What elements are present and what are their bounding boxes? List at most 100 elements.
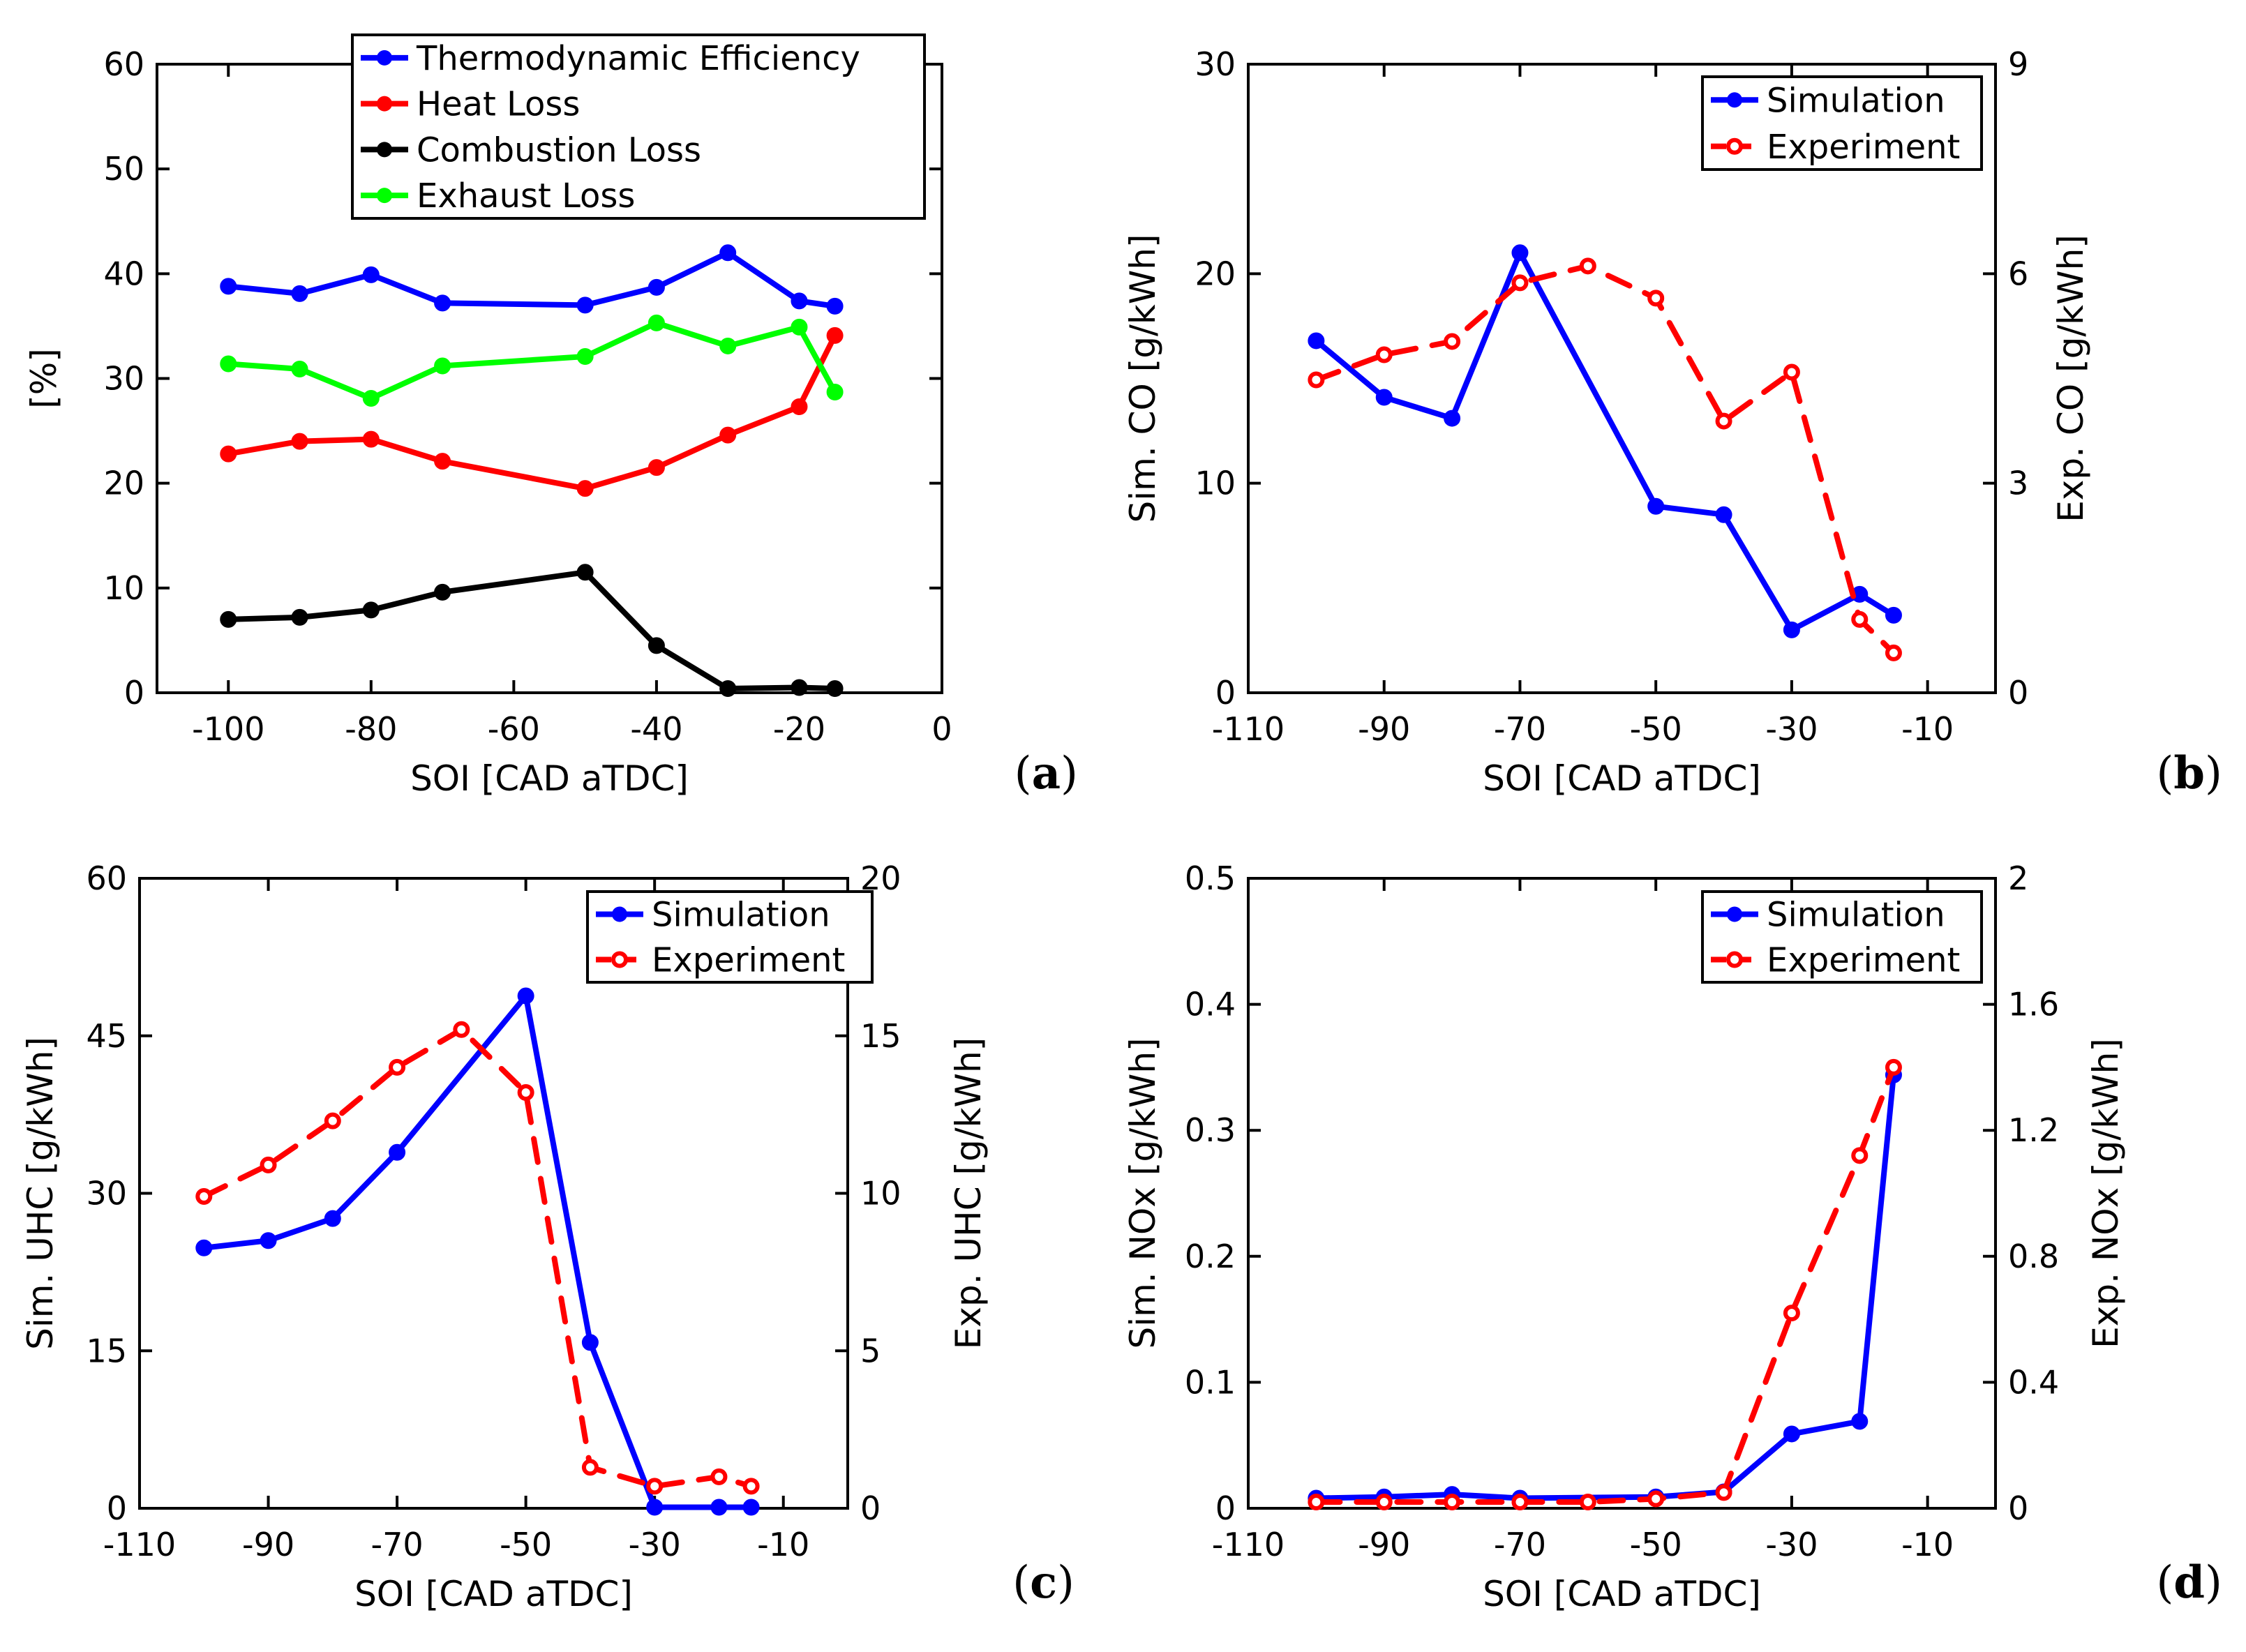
y-tick-label-right: 1.6 xyxy=(2008,986,2059,1023)
series-line-experiment xyxy=(201,1026,754,1489)
data-point-experiment xyxy=(1885,1058,1902,1076)
legend-label-simulation: Simulation xyxy=(652,896,830,935)
data-point-experiment xyxy=(1444,333,1461,350)
x-tick-label: 0 xyxy=(931,710,952,748)
data-point-exhaust-loss xyxy=(434,357,451,375)
data-point-exhaust-loss xyxy=(220,355,237,373)
x-tick-label: -10 xyxy=(1901,710,1954,748)
data-point-exhaust-loss xyxy=(362,390,380,407)
y-tick-label: 0.1 xyxy=(1185,1363,1236,1401)
data-point-simulation xyxy=(324,1210,341,1227)
y-tick-label: 0.2 xyxy=(1185,1238,1236,1275)
data-point-combustion-loss xyxy=(647,637,665,654)
data-point-thermodynamic-efficiency xyxy=(576,296,594,314)
y-tick-label: 60 xyxy=(103,45,144,83)
data-point-thermodynamic-efficiency xyxy=(826,297,844,315)
data-point-combustion-loss xyxy=(826,679,844,697)
data-point-experiment xyxy=(710,1468,728,1485)
data-point-experiment xyxy=(260,1156,277,1173)
data-point-experiment xyxy=(1308,1493,1325,1510)
data-point-exhaust-loss xyxy=(826,384,844,401)
legend-marker-experiment xyxy=(611,951,628,968)
y-tick-label: 0 xyxy=(1215,674,1236,712)
y-tick-label: 15 xyxy=(86,1332,127,1369)
y-tick-label: 50 xyxy=(103,150,144,188)
data-point-experiment xyxy=(1783,1305,1800,1322)
y-tick-label-right: 0.8 xyxy=(2008,1238,2059,1275)
y-tick-label-right: 2 xyxy=(2008,859,2028,897)
x-axis-label: SOI [CAD aTDC] xyxy=(1483,1574,1761,1614)
x-tick-label: -110 xyxy=(1212,710,1285,748)
data-point-experiment xyxy=(1715,412,1732,430)
x-axis-label: SOI [CAD aTDC] xyxy=(354,1574,633,1614)
plot-area-frame xyxy=(1247,63,1997,694)
x-tick-label: -90 xyxy=(1358,710,1410,748)
data-point-simulation xyxy=(517,987,534,1005)
data-point-experiment xyxy=(1885,644,1902,661)
legend-box xyxy=(1701,75,1983,171)
y-axis-label: Sim. UHC [g/kWh] xyxy=(20,1037,61,1350)
data-point-simulation xyxy=(1715,506,1732,523)
x-tick-label: -30 xyxy=(1765,710,1818,748)
y-tick-label: 0 xyxy=(124,674,144,712)
series-line-simulation xyxy=(1313,1072,1896,1501)
data-point-simulation xyxy=(389,1143,406,1161)
legend-marker-simulation xyxy=(1727,92,1742,108)
data-point-experiment xyxy=(1375,346,1393,363)
data-point-experiment xyxy=(1444,1493,1461,1510)
data-point-experiment xyxy=(1647,290,1665,307)
legend-label-simulation: Simulation xyxy=(1767,896,1945,935)
data-point-experiment xyxy=(389,1058,406,1076)
x-tick-label: -50 xyxy=(500,1526,552,1563)
data-point-heat-loss xyxy=(791,398,808,416)
y-tick-label-right: 3 xyxy=(2008,465,2028,502)
data-point-heat-loss xyxy=(719,426,737,444)
x-tick-label: -110 xyxy=(103,1526,176,1563)
data-point-experiment xyxy=(324,1112,341,1129)
panel-b: -110 -90 -70 -50 -30 -10 0 10 20 30 0 3 6 9 SOI [CAD a… xyxy=(1123,45,2222,799)
x-tick-label: -70 xyxy=(1494,1526,1546,1563)
y-tick-label: 0.4 xyxy=(1185,986,1236,1023)
plot-area-frame xyxy=(1247,877,1997,1510)
data-point-experiment xyxy=(1783,363,1800,381)
y-tick-label-right: 6 xyxy=(2008,255,2028,292)
data-point-simulation xyxy=(710,1499,728,1516)
legend-label-experiment: Experiment xyxy=(1767,128,1960,167)
data-point-experiment xyxy=(581,1459,599,1476)
data-point-simulation xyxy=(1308,332,1325,350)
data-point-simulation xyxy=(581,1334,599,1351)
data-point-experiment xyxy=(1851,1147,1869,1164)
data-point-combustion-loss xyxy=(791,679,808,696)
series-line-experiment xyxy=(1313,263,1896,656)
data-point-combustion-loss xyxy=(362,601,380,619)
legend-box xyxy=(1701,890,1983,984)
x-tick-label: -10 xyxy=(757,1526,809,1563)
y-tick-label-right: 1.2 xyxy=(2008,1111,2059,1149)
y-tick-label: 40 xyxy=(103,255,144,292)
y-tick-label: 45 xyxy=(86,1017,127,1055)
y-axis-label-right: Exp. UHC [g/kWh] xyxy=(948,1037,989,1349)
series-line-exhaust-loss xyxy=(225,320,838,402)
x-tick-label: -30 xyxy=(1765,1526,1818,1563)
legend-marker-simulation xyxy=(612,906,627,922)
x-tick-label: -80 xyxy=(345,710,397,748)
legend-marker-exhaust-loss xyxy=(377,188,392,204)
data-point-experiment xyxy=(195,1188,213,1206)
x-tick-label: -50 xyxy=(1630,1526,1682,1563)
x-tick-label: -100 xyxy=(192,710,264,748)
panel-a: -100 -80 -60 -40 -20 0 0 10 20 30 40 50 60 SOI [CAD a… xyxy=(24,33,1078,799)
y-tick-label-right: 10 xyxy=(860,1175,901,1212)
y-tick-label: 20 xyxy=(103,465,144,502)
data-point-heat-loss xyxy=(826,326,844,344)
data-point-experiment xyxy=(646,1478,664,1495)
series-line-thermodynamic-efficiency xyxy=(225,250,838,309)
data-point-exhaust-loss xyxy=(791,318,808,336)
panel-c: -110 -90 -70 -50 -30 -1001530456005101520SOI … xyxy=(20,859,1075,1614)
data-point-experiment xyxy=(453,1021,470,1038)
legend-label-heat-loss: Heat Loss xyxy=(417,85,580,124)
data-point-experiment xyxy=(1647,1490,1665,1508)
data-point-combustion-loss xyxy=(576,564,594,581)
x-tick-label: -90 xyxy=(242,1526,294,1563)
data-point-thermodynamic-efficiency xyxy=(719,244,737,262)
data-point-simulation xyxy=(1444,410,1461,427)
